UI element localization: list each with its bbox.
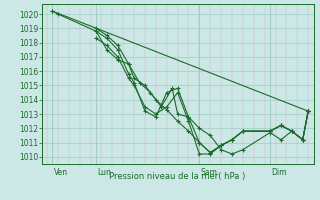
Text: Ven: Ven (53, 168, 68, 177)
Text: Lun: Lun (97, 168, 111, 177)
Text: Dim: Dim (271, 168, 287, 177)
X-axis label: Pression niveau de la mer( hPa ): Pression niveau de la mer( hPa ) (109, 172, 246, 181)
Text: Sam: Sam (200, 168, 217, 177)
